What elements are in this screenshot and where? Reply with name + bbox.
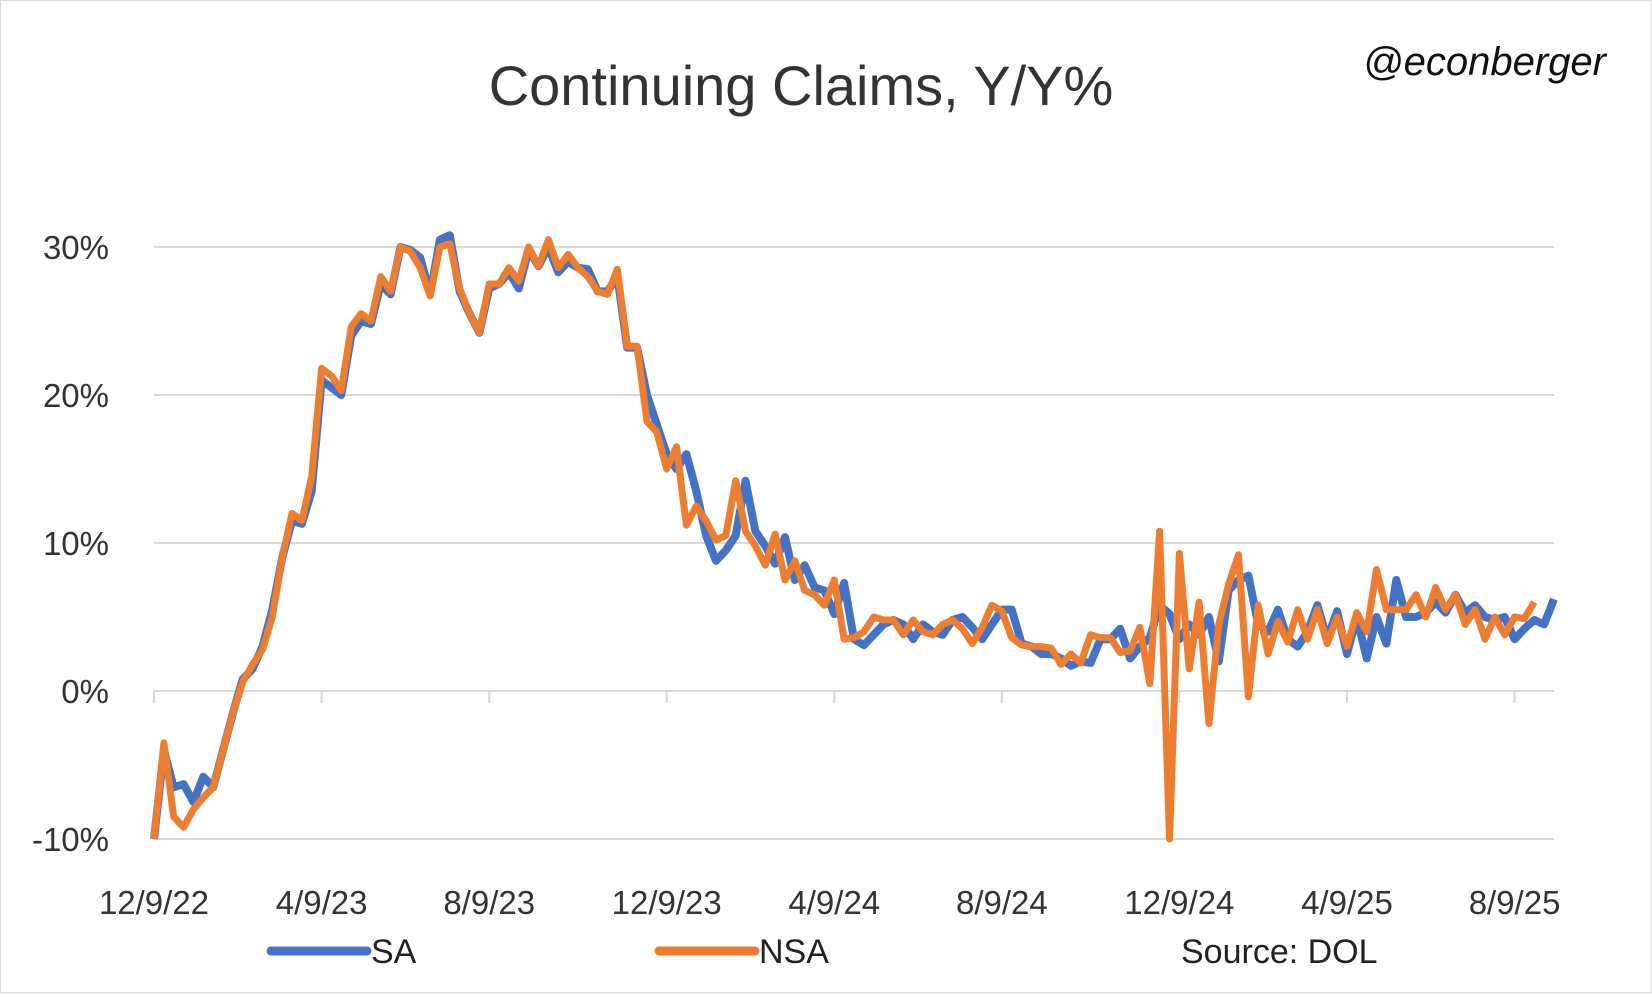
y-tick-label: 30% xyxy=(43,229,109,266)
x-axis xyxy=(153,690,1554,703)
legend: SA NSA xyxy=(266,933,829,971)
y-tick-label: 0% xyxy=(61,673,109,710)
x-tick-label: 8/9/24 xyxy=(956,884,1048,921)
gridlines xyxy=(154,246,1554,840)
x-tick-label: 8/9/23 xyxy=(443,884,535,921)
x-tick-labels: 12/9/22 4/9/23 8/9/23 12/9/23 4/9/24 8/9/24 12… xyxy=(99,884,1560,921)
x-tick-label: 4/9/24 xyxy=(788,884,880,921)
watermark-handle: @econberger xyxy=(1363,40,1608,84)
series-lines xyxy=(150,231,1558,843)
x-tick-label: 4/9/25 xyxy=(1301,884,1393,921)
legend-label-sa: SA xyxy=(371,933,417,971)
y-tick-label: 20% xyxy=(43,377,109,414)
series-line-sa xyxy=(150,231,1558,840)
legend-label-nsa: NSA xyxy=(759,933,829,971)
x-tick-label: 12/9/23 xyxy=(612,884,722,921)
y-tick-label: 10% xyxy=(43,525,109,562)
x-tick-label: 12/9/22 xyxy=(99,884,209,921)
x-tick-label: 12/9/24 xyxy=(1124,884,1234,921)
y-tick-label: -10% xyxy=(32,821,109,858)
y-tick-labels: 30% 20% 10% 0% -10% xyxy=(32,229,109,858)
x-tick-label: 8/9/25 xyxy=(1469,884,1561,921)
series-line-nsa xyxy=(150,236,1538,843)
source-note: Source: DOL xyxy=(1181,933,1378,971)
x-tick-label: 4/9/23 xyxy=(276,884,368,921)
chart-title: Continuing Claims, Y/Y% xyxy=(489,54,1114,117)
